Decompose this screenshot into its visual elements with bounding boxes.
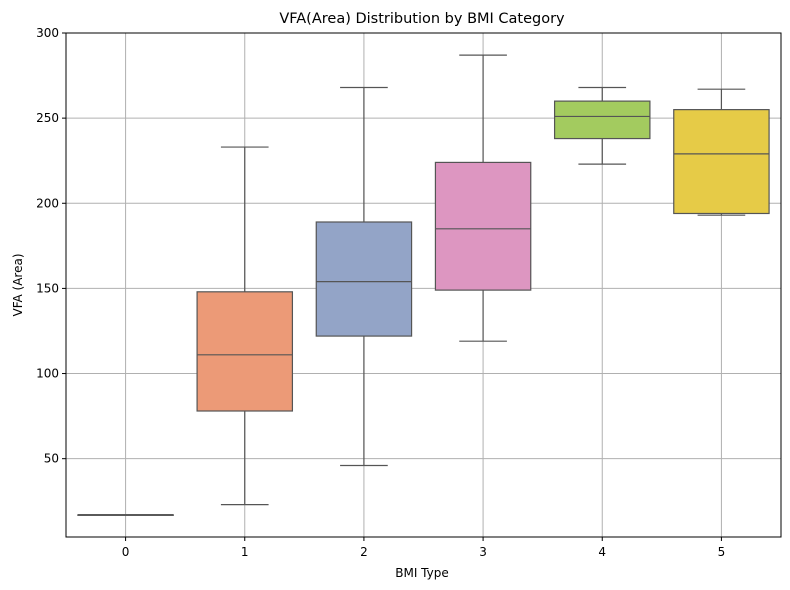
x-tick-label: 2 (360, 545, 368, 559)
box-body (315, 221, 413, 337)
x-tick-label: 0 (122, 545, 130, 559)
box-category-4 (553, 86, 651, 165)
grid-layer (66, 32, 781, 537)
x-tick-label: 3 (479, 545, 487, 559)
y-axis-ticks: 50 100 150 200 250 300 (36, 26, 66, 466)
box-layer (77, 54, 770, 516)
box-body (196, 291, 294, 412)
x-tick-label: 5 (718, 545, 726, 559)
y-tick-label: 50 (44, 452, 59, 466)
box-body (673, 109, 770, 215)
y-tick-label: 300 (36, 26, 59, 40)
y-tick-label: 250 (36, 111, 59, 125)
chart-title: VFA(Area) Distribution by BMI Category (279, 11, 565, 27)
box-body (434, 161, 532, 291)
box-category-3 (434, 54, 532, 342)
y-tick-label: 200 (36, 196, 59, 210)
box-category-0 (77, 514, 174, 516)
y-axis-label: VFA (Area) (11, 253, 25, 316)
plot-frame (65, 32, 782, 538)
y-tick-label: 100 (36, 367, 59, 381)
x-axis-label: BMI Type (395, 566, 449, 580)
x-tick-label: 4 (598, 545, 606, 559)
box-category-5 (673, 88, 770, 216)
box-body (553, 100, 651, 140)
y-tick-label: 150 (36, 281, 59, 295)
x-axis-ticks: 0 1 2 3 4 5 (122, 537, 725, 559)
box-category-2 (315, 86, 413, 467)
x-tick-label: 1 (241, 545, 249, 559)
box-category-1 (196, 146, 294, 506)
